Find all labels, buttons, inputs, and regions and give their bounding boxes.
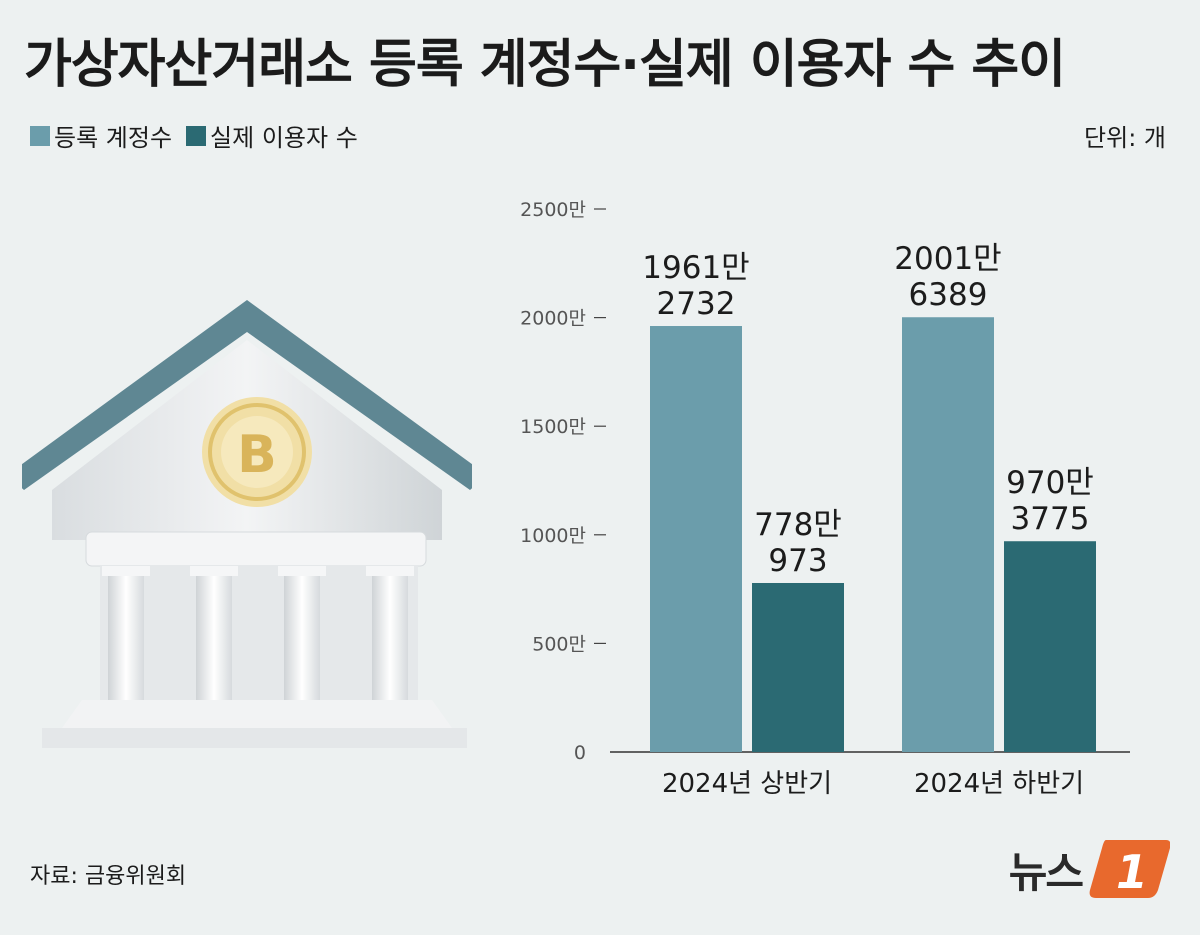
y-tick-label: 1500만 [520, 416, 586, 438]
legend: 등록 계정수 실제 이용자 수 [30, 118, 358, 153]
legend-label-accounts: 등록 계정수 [54, 124, 173, 152]
chart-title: 가상자산거래소 등록 계정수·실제 이용자 수 추이 [24, 35, 1066, 95]
logo-mark-text: 1 [1116, 845, 1148, 899]
data-label-line2: 6389 [909, 277, 988, 313]
source-label: 자료: 금융위원회 [30, 864, 187, 889]
data-label-line1: 970만 [1006, 465, 1094, 501]
data-label-line2: 2732 [657, 286, 736, 322]
base-step-lower [42, 728, 467, 748]
data-label-line2: 973 [768, 543, 827, 579]
legend-item-accounts: 등록 계정수 [30, 118, 172, 153]
data-label-line2: 3775 [1011, 501, 1090, 537]
bar [902, 317, 994, 752]
data-label-line1: 778만 [754, 507, 842, 543]
y-tick-label: 500만 [532, 633, 586, 655]
y-tick-label: 1000만 [520, 525, 586, 547]
base-step-upper [62, 700, 452, 728]
x-tick-label: 2024년 상반기 [662, 769, 832, 799]
logo-text: 뉴스 [1008, 847, 1084, 897]
data-label-line1: 1961만 [642, 250, 749, 286]
news1-logo: 뉴스 1 [1009, 838, 1170, 900]
legend-label-users: 실제 이용자 수 [210, 124, 358, 152]
x-tick-label: 2024년 하반기 [914, 769, 1084, 799]
legend-item-users: 실제 이용자 수 [186, 118, 358, 153]
logo-mark-icon: 1 [1089, 840, 1170, 899]
legend-swatch-accounts [30, 125, 50, 146]
y-tick-label: 2500만 [520, 199, 586, 221]
bar [752, 582, 844, 752]
data-label-line1: 2001만 [894, 241, 1001, 277]
back-wall [100, 566, 418, 716]
bitcoin-coin-icon: B [202, 397, 312, 507]
y-tick-label: 2000만 [520, 308, 586, 330]
legend-swatch-users [186, 125, 207, 146]
bar [650, 326, 742, 752]
columns [102, 566, 414, 722]
bank-illustration: B [22, 300, 472, 748]
y-tick-label: 0 [574, 742, 586, 764]
unit-label: 단위: 개 [1084, 124, 1166, 152]
bar [1004, 541, 1096, 752]
bank-coin-letter: B [237, 425, 277, 485]
